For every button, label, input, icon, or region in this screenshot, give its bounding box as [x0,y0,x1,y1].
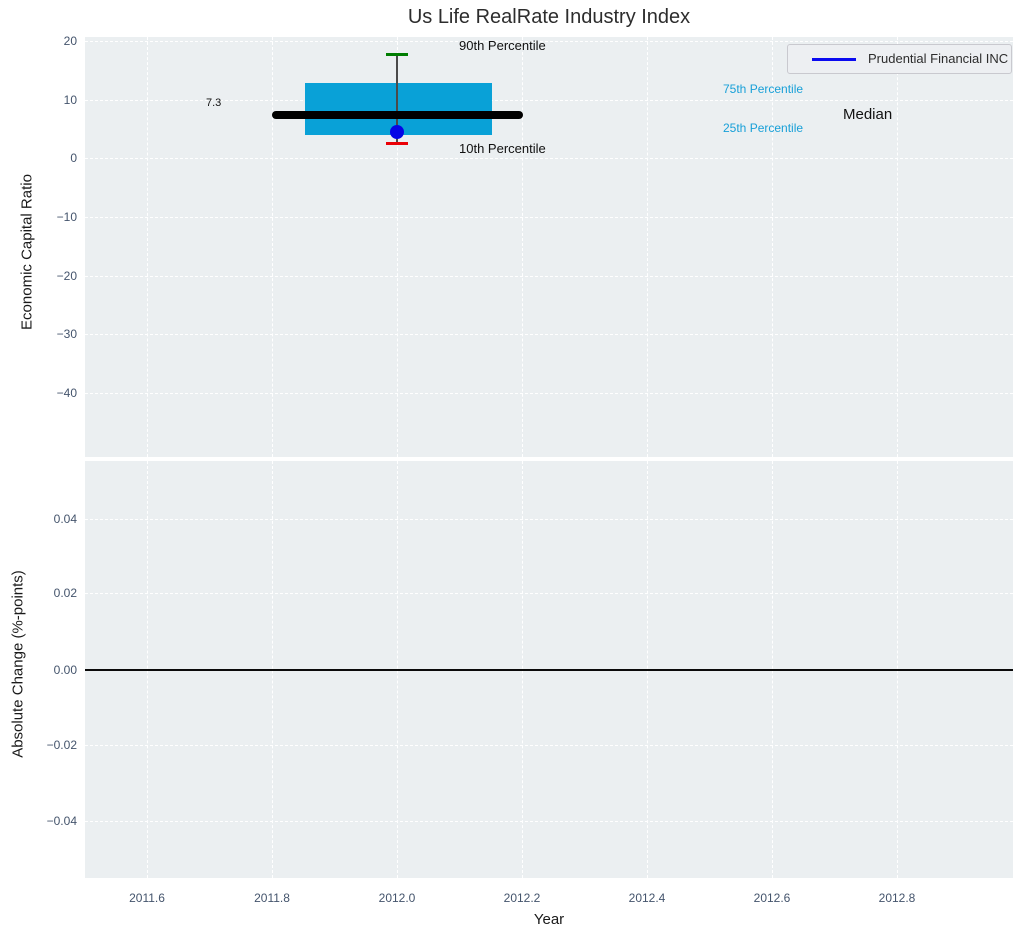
ytick-label: 0.04 [53,512,77,526]
annotation-90th-percentile: 90th Percentile [459,38,546,53]
gridline-h [85,334,1013,335]
gridline-v [772,37,773,457]
xtick-label: 2012.2 [503,891,541,905]
p10-cap [386,142,408,145]
gridline-v [147,37,148,457]
ytick-label: −10 [56,210,77,224]
gridline-h [85,276,1013,277]
ytick-label: −20 [56,269,77,283]
p90-cap [386,53,408,56]
x-axis-label: Year [533,911,565,928]
company-marker [390,125,404,139]
annotation-median-value: 7.3 [206,97,222,109]
annotation-75th-percentile: 75th Percentile [723,82,804,96]
median-line [272,111,523,119]
gridline-h [85,100,1013,101]
xtick-label: 2012.0 [378,891,416,905]
xtick-label: 2011.8 [254,891,290,905]
ytick-label: 0.02 [53,586,77,600]
ytick-label: −0.02 [46,738,77,752]
gridline-h [85,41,1013,42]
zero-reference-line [85,669,1013,671]
whisker-line [396,54,398,143]
ytick-label: −0.04 [46,814,77,828]
annotation-10th-percentile: 10th Percentile [459,141,546,156]
ytick-label: 20 [63,34,77,48]
xtick-label: 2012.4 [628,891,666,905]
xtick-label: 2012.8 [878,891,916,905]
annotation-median: Median [843,106,893,123]
legend: Prudential Financial INC [787,44,1012,74]
xtick-label: 2011.6 [129,891,165,905]
ytick-label: −30 [56,327,77,341]
gridline-v [647,37,648,457]
gridline-h [85,821,1013,822]
legend-line-swatch [812,58,856,61]
gridline-v [272,37,273,457]
annotation-25th-percentile: 25th Percentile [723,121,804,135]
gridline-v [897,37,898,457]
bottom-axes [85,461,1013,878]
gridline-h [85,393,1013,394]
legend-label: Prudential Financial INC [868,51,1009,66]
top-y-axis-label: Economic Capital Ratio [18,174,36,330]
gridline-v [522,37,523,457]
gridline-h [85,158,1013,159]
top-axes: 90th Percentile 10th Percentile 75th Per… [85,37,1013,457]
ytick-label: 10 [63,93,77,107]
bottom-y-axis-label: Absolute Change (%-points) [9,570,27,758]
chart-title: Us Life RealRate Industry Index [407,6,691,28]
gridline-h [85,217,1013,218]
gridline-v [397,37,398,457]
ytick-label: 0 [70,151,77,165]
ytick-label: 0.00 [53,663,77,677]
xtick-label: 2012.6 [753,891,791,905]
gridline-h [85,593,1013,594]
gridline-h [85,519,1013,520]
ytick-label: −40 [56,386,77,400]
gridline-h [85,745,1013,746]
